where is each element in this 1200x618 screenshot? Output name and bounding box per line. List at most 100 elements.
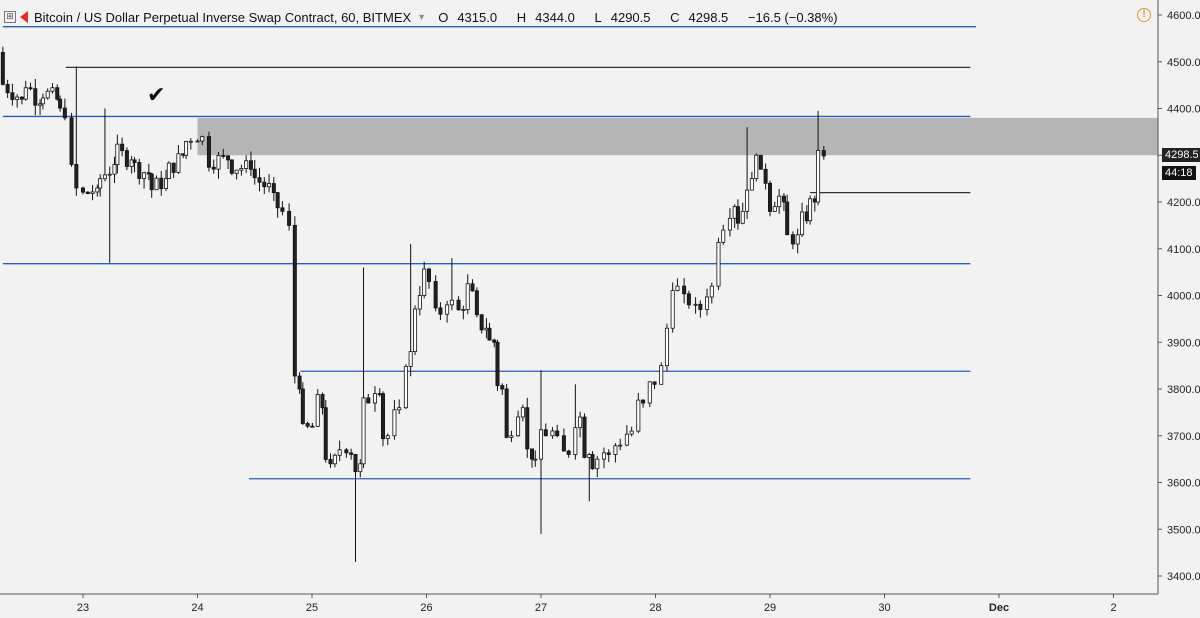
candle-up [533,458,538,461]
candle-up [800,211,805,236]
candle-up [709,285,714,298]
candle-down [33,88,38,106]
candle-up [816,150,821,203]
chart-header: ⊞ Bitcoin / US Dollar Perpetual Inverse … [4,7,846,27]
ohlc-readout: O 4315.0 H 4344.0 L 4290.5 C 4298.5 −16.5 (−… [438,10,845,25]
x-tick-label: 29 [764,602,776,614]
candle-up [721,229,726,243]
resistance-zone-layer [197,117,1158,156]
candle-down [226,155,231,161]
candle-down [353,454,358,473]
x-tick-label: Dec [989,602,1009,614]
ohlc-low: L 4290.5 [594,9,651,25]
candle-up [154,177,159,191]
candle-up [445,304,450,315]
candle-down [735,206,740,224]
candle-up [539,429,544,460]
x-tick-label: 26 [420,602,432,614]
candle-down [28,87,33,90]
candle-up [516,416,521,437]
y-tick-label: 4500.0 [1167,57,1200,69]
candle-down [500,385,505,390]
candle-down [287,210,292,226]
candle-down [159,177,164,189]
candle-up [465,283,470,310]
candle-down [310,425,315,428]
candle-up [675,285,680,291]
candle-up [216,155,221,170]
candle-down [74,164,79,189]
candle-up [385,435,390,440]
y-tick-label: 3600.0 [1167,478,1200,490]
candle-down [582,416,587,458]
candle-down [763,168,768,184]
candle-down [206,136,211,168]
candle-up [234,169,239,174]
candle-down [62,107,67,119]
candle-down [58,98,63,109]
ohlc-open: O 4315.0 [438,9,498,25]
candle-up [509,435,514,438]
candle-down [525,407,530,450]
candle-up [200,136,205,142]
candle-up [112,164,117,175]
expand-icon[interactable]: ⊞ [4,11,16,23]
x-tick-label: 2 [1110,602,1116,614]
candle-down [698,303,703,310]
candle-up [705,296,710,310]
candle-up [749,178,754,191]
candle-down [171,162,176,173]
candle-down [758,154,763,170]
candle-down [366,397,371,404]
candle-down [320,394,325,409]
candle-up [40,97,45,105]
candle-up [115,143,120,166]
candle-up [595,458,600,470]
candle-up [777,195,782,208]
candle-down [229,159,234,174]
candle-up [636,399,641,432]
candle-down [590,454,595,470]
candle-down [344,449,349,454]
candle-down [257,177,262,183]
flag-icon[interactable] [20,11,28,23]
y-tick-label: 4600.0 [1167,10,1200,22]
countdown-label: 44:18 [1162,166,1196,180]
y-tick-label: 4200.0 [1167,197,1200,209]
y-tick-label: 4000.0 [1167,291,1200,303]
x-tick-label: 27 [535,602,547,614]
y-tick-label: 3500.0 [1167,524,1200,536]
candle-up [129,159,134,167]
alert-icon[interactable]: ! [1137,8,1151,22]
candle-up [239,168,244,171]
candle-down [280,207,285,212]
candle-down [221,155,226,157]
candle-up [550,430,555,437]
candle-down [474,290,479,316]
candle-up [23,87,28,100]
candle-up [745,189,750,212]
y-tick-label: 4400.0 [1167,104,1200,116]
candle-up [15,96,20,100]
symbol-title[interactable]: Bitcoin / US Dollar Perpetual Inverse Sw… [34,9,412,25]
chevron-down-icon[interactable]: ▾ [419,11,425,23]
candle-down [606,452,611,455]
candle-down [55,87,60,100]
candle-up [693,303,698,306]
candle-up [613,445,618,455]
candle-down [790,234,795,245]
candle-up [449,299,454,306]
candle-down [821,150,826,157]
candle-up [315,394,320,427]
candle-down [652,381,657,385]
candle-up [107,173,112,176]
candle-down [271,183,276,194]
candle-up [45,90,50,99]
candle-down [328,459,333,465]
candle-down [487,327,492,341]
candle-up [417,295,422,310]
y-tick-label: 3700.0 [1167,431,1200,443]
level-lines-layer [2,26,977,480]
